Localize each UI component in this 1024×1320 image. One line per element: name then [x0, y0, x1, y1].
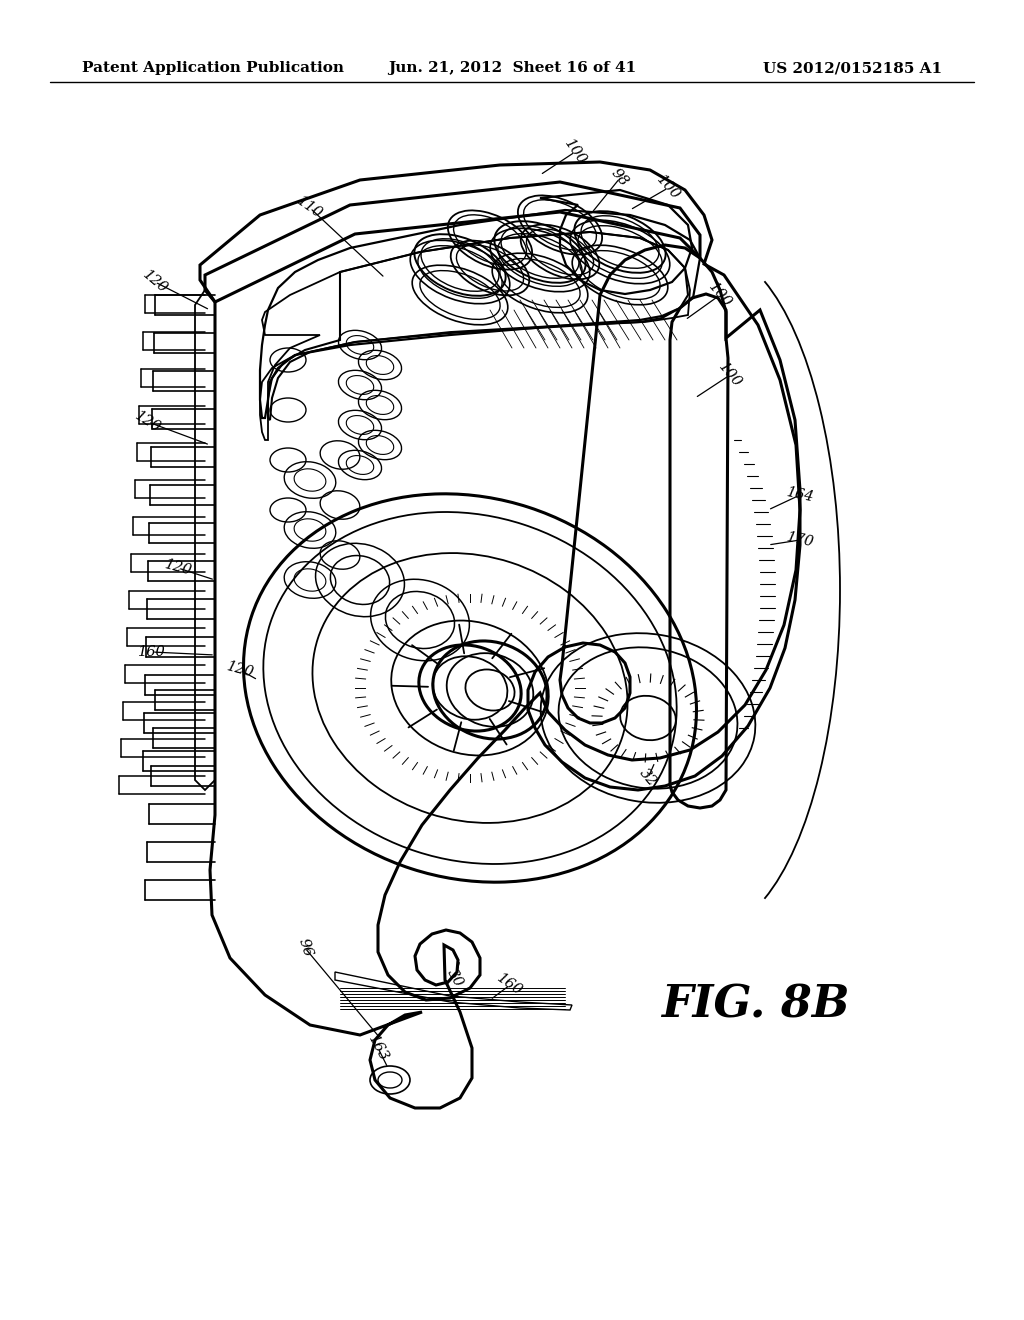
Text: FIG. 8B: FIG. 8B: [660, 983, 849, 1027]
Text: 120: 120: [140, 268, 170, 296]
Text: 100: 100: [561, 136, 589, 168]
Text: 100: 100: [653, 173, 682, 203]
Text: US 2012/0152185 A1: US 2012/0152185 A1: [763, 61, 942, 75]
Text: 120: 120: [132, 409, 164, 436]
Text: 30: 30: [444, 966, 466, 990]
Text: 163: 163: [366, 1032, 391, 1064]
Text: 100: 100: [716, 360, 744, 391]
Text: 110: 110: [295, 194, 326, 222]
Text: Patent Application Publication: Patent Application Publication: [82, 61, 344, 75]
Text: 32: 32: [637, 767, 659, 789]
Text: Jun. 21, 2012  Sheet 16 of 41: Jun. 21, 2012 Sheet 16 of 41: [388, 61, 636, 75]
Text: 160: 160: [138, 645, 166, 659]
Text: 100: 100: [706, 280, 734, 310]
Text: 120: 120: [225, 660, 255, 680]
Text: 98: 98: [608, 166, 632, 190]
Text: 96: 96: [296, 937, 314, 958]
Text: 164: 164: [785, 486, 815, 504]
Text: 120: 120: [163, 557, 194, 578]
Text: 170: 170: [785, 531, 815, 549]
Text: 160: 160: [495, 972, 525, 999]
